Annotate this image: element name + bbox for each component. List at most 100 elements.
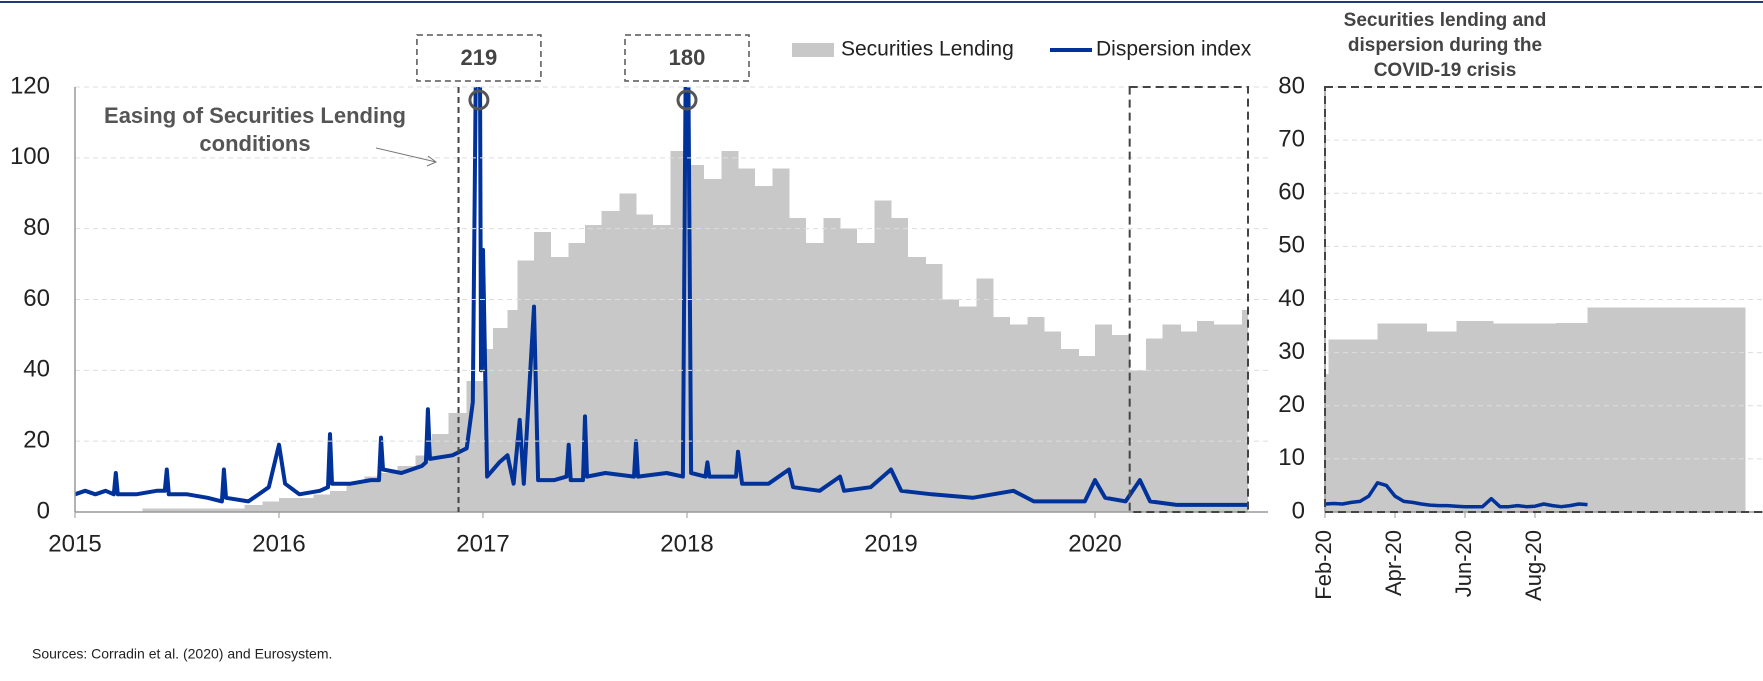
y-tick-label: 50	[1278, 232, 1305, 259]
area-step	[568, 242, 586, 512]
y-tick-label: 0	[1292, 497, 1305, 524]
area-step	[1078, 356, 1096, 512]
area-step	[346, 483, 366, 512]
area-step	[330, 490, 347, 512]
area-step	[1231, 324, 1243, 512]
area-step	[1426, 331, 1457, 512]
area-step	[1027, 317, 1045, 512]
x-tick-label: Jun-20	[1451, 530, 1476, 597]
x-tick-label: 2019	[864, 530, 917, 557]
area-step	[244, 504, 264, 512]
area-step	[193, 508, 213, 512]
area-step	[601, 210, 621, 512]
area-step	[636, 214, 653, 512]
area-step	[1197, 320, 1214, 512]
area-step	[703, 179, 723, 512]
area-step	[1044, 331, 1061, 512]
area-step	[823, 218, 841, 512]
peak-marker	[468, 89, 490, 111]
area-step	[1009, 324, 1029, 512]
area-step	[493, 327, 508, 512]
area-step	[1180, 331, 1198, 512]
y-tick-label: 20	[1278, 391, 1305, 418]
area-step	[942, 299, 959, 512]
y-tick-label: 0	[37, 497, 50, 524]
plot	[1325, 307, 1746, 512]
peak-label: 180	[669, 45, 706, 70]
area-step	[177, 508, 194, 512]
y-tick-label: 30	[1278, 338, 1305, 365]
legend-swatch	[792, 43, 834, 57]
area-step	[313, 494, 331, 512]
annotation-arrow	[375, 147, 437, 167]
area-step	[721, 150, 739, 512]
area-step	[585, 225, 602, 512]
source-note: Sources: Corradin et al. (2020) and Euro…	[32, 646, 332, 662]
area-step	[160, 508, 178, 512]
area-step	[415, 455, 433, 512]
inset-frame	[1324, 86, 1763, 513]
area-step	[789, 218, 806, 512]
area-step	[1111, 334, 1131, 512]
y-tick-label: 40	[1278, 285, 1305, 312]
area-step	[1325, 373, 1329, 512]
y-tick-label: 10	[1278, 444, 1305, 471]
area-step	[550, 257, 570, 512]
y-tick-label: 70	[1278, 125, 1305, 152]
area-step	[874, 200, 892, 512]
peak-box	[624, 34, 750, 82]
area-step	[738, 168, 755, 512]
x-tick-label: Feb-20	[1311, 530, 1336, 600]
area-step	[805, 242, 825, 512]
area-step	[381, 473, 398, 512]
y-tick-label: 60	[23, 285, 50, 312]
area-step	[1241, 310, 1248, 512]
annotation: Easing of Securities Lending conditions	[104, 103, 406, 156]
peak-label: 219	[461, 45, 498, 70]
area-step	[619, 193, 637, 512]
x-tick-label: 2015	[48, 530, 101, 557]
area-step	[397, 465, 417, 512]
y-tick-label: 20	[23, 427, 50, 454]
area-step	[1060, 349, 1080, 512]
legend-label: Dispersion index	[1096, 38, 1252, 61]
y-tick-label: 60	[1278, 179, 1305, 206]
y-tick-label: 80	[23, 214, 50, 241]
line	[1325, 481, 1588, 509]
area-step	[1213, 324, 1233, 512]
area-step	[279, 497, 296, 512]
line	[75, 87, 1248, 507]
area-step	[925, 264, 943, 512]
y-tick-label: 80	[1278, 72, 1305, 99]
peak-marker	[676, 89, 698, 111]
area-step	[228, 508, 245, 512]
x-tick-label: 2017	[456, 530, 509, 557]
area-step	[1556, 322, 1588, 512]
area-step	[1146, 338, 1163, 512]
y-tick-label: 40	[23, 356, 50, 383]
area-step	[976, 278, 994, 512]
area-step	[1395, 323, 1427, 512]
area-step	[1493, 323, 1557, 512]
area-step	[507, 310, 519, 512]
area-step	[1587, 307, 1746, 512]
y-tick-label: 120	[10, 72, 50, 99]
area-step	[772, 168, 790, 512]
peak-box	[416, 34, 542, 82]
y-tick-label: 100	[10, 143, 50, 170]
area-step	[211, 508, 229, 512]
highlight-box	[1128, 86, 1250, 513]
area-step	[754, 186, 774, 512]
area-step	[295, 497, 315, 512]
area-step	[1456, 320, 1494, 512]
area-step	[891, 218, 908, 512]
area-step	[856, 242, 876, 512]
area-step	[1162, 324, 1182, 512]
area-step	[993, 317, 1010, 512]
x-tick-label: 2016	[252, 530, 305, 557]
area-step	[466, 380, 484, 512]
area-step	[142, 508, 162, 512]
area-step	[364, 476, 382, 512]
